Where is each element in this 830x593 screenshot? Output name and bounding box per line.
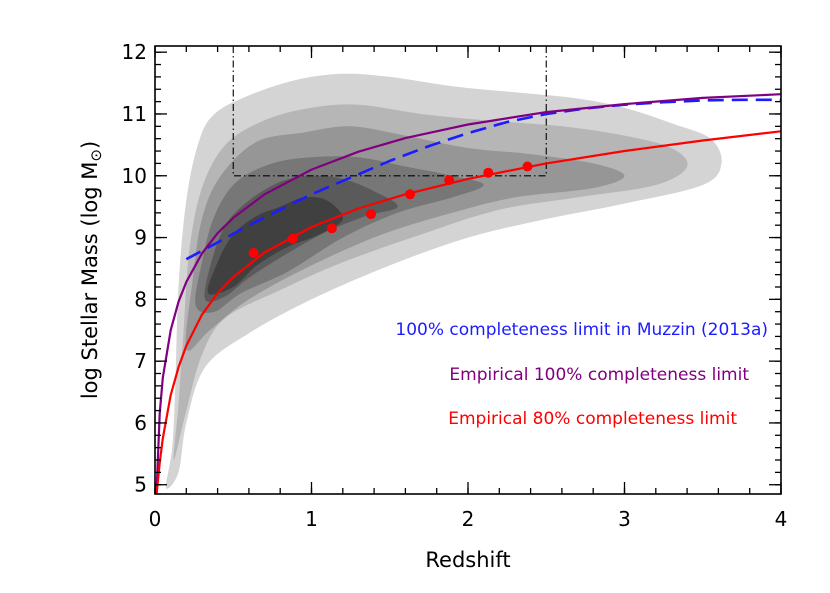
y-axis-title-close: ) — [78, 141, 102, 149]
y-tick-label: 9 — [134, 226, 147, 250]
x-tick-label: 2 — [462, 507, 475, 531]
x-tick-label: 3 — [618, 507, 631, 531]
selection-box-layer — [232, 46, 547, 177]
legend-empirical-80: Empirical 80% completeness limit — [448, 409, 737, 429]
data-point — [287, 233, 298, 244]
x-tick-label: 4 — [775, 507, 788, 531]
x-tick-label: 0 — [149, 507, 162, 531]
data-point — [483, 167, 494, 178]
data-point — [326, 223, 337, 234]
selection-box — [232, 46, 547, 177]
y-axis-title-main: log Stellar Mass (log M — [78, 162, 102, 400]
axis-ticks — [154, 46, 782, 494]
completeness-curves — [155, 93, 781, 494]
series-line-2 — [155, 93, 781, 491]
data-point — [248, 248, 259, 258]
binned-points — [248, 161, 533, 258]
data-point — [366, 209, 376, 220]
x-axis-title: Redshift — [425, 548, 510, 572]
y-axis-title: log Stellar Mass (log M⊙) — [78, 141, 105, 399]
series-line-3 — [155, 130, 781, 494]
data-point — [444, 175, 455, 186]
y-tick-label: 8 — [134, 287, 147, 311]
y-tick-label: 11 — [122, 102, 147, 126]
y-tick-label: 10 — [122, 164, 147, 188]
y-tick-label: 12 — [122, 40, 147, 64]
legend-empirical-100: Empirical 100% completeness limit — [449, 365, 749, 385]
y-tick-label: 5 — [134, 473, 147, 497]
data-point — [522, 161, 533, 172]
x-tick-label: 1 — [305, 507, 318, 531]
data-point — [405, 189, 416, 200]
y-tick-label: 6 — [134, 411, 147, 435]
y-axis-title-sun-symbol: ⊙ — [87, 149, 105, 162]
density-contours — [165, 73, 722, 489]
legend-muzzin: 100% completeness limit in Muzzin (2013a… — [395, 320, 768, 340]
y-tick-label: 7 — [134, 349, 147, 373]
